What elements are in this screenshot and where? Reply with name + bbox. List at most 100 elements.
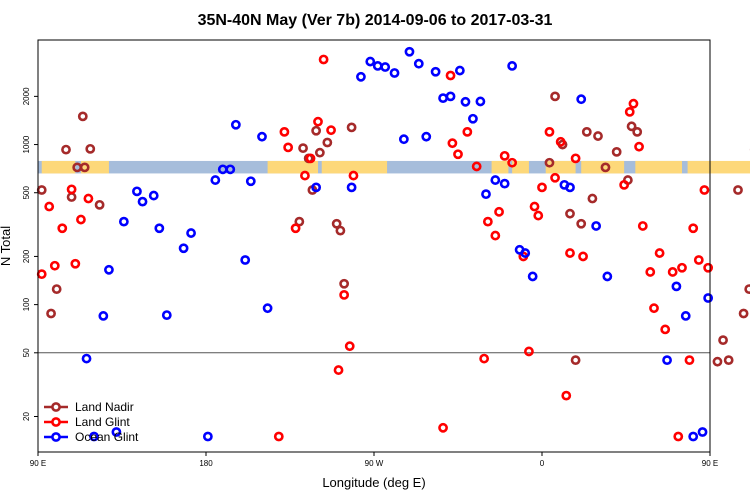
data-point [677,262,687,273]
land-band-segment [491,160,509,174]
data-point [49,260,60,271]
y-tick-label: 20 [22,411,31,420]
data-point [57,223,68,234]
data-point [703,293,714,303]
data-point [70,258,81,269]
data-point [462,126,473,137]
data-point [326,125,336,136]
data-point [699,185,710,195]
data-point [356,71,366,82]
land-band-segment [41,160,76,174]
data-point [311,182,322,193]
data-point [44,201,55,212]
land-band-segment [635,160,682,174]
coverage-band [38,160,750,174]
data-point [712,356,723,367]
data-point [290,223,301,234]
data-point [311,125,322,136]
data-point [565,182,575,193]
data-point [576,218,587,229]
x-axis-label: Longitude (deg E) [322,475,425,490]
data-point [570,355,581,366]
data-point [611,146,622,157]
data-point [460,96,471,107]
data-point [667,267,678,277]
data-point [587,193,598,204]
data-point [537,182,547,193]
data-point [305,153,316,164]
data-point [161,310,172,320]
y-axis-label: N Total [0,226,13,266]
data-point [240,255,251,265]
land-band-segment [321,160,388,174]
data-point [507,61,518,71]
data-point [445,91,456,102]
data-point [578,251,588,262]
land-band-segment [687,160,750,174]
data-point [77,111,88,122]
legend-label: Land Nadir [75,400,134,414]
legend-marker [51,402,61,412]
data-point [262,303,273,314]
data-point [673,431,684,442]
data-point [339,278,350,289]
data-point [430,66,441,77]
data-point [688,223,699,234]
data-point [490,230,501,241]
series-land-glint [36,54,714,442]
data-point [637,221,648,231]
data-point [245,176,256,187]
x-axis: 90 E 180 90 W 0 90 E [30,452,718,468]
data-point [279,126,290,137]
data-point [300,170,310,181]
legend-item: Ocean Glint [44,430,139,444]
chart-title: 35N-40N May (Ver 7b) 2014-09-06 to 2017-… [198,12,553,29]
data-point [273,431,284,442]
data-point [660,324,671,335]
data-point [693,255,704,265]
series-land-nadir [36,91,750,367]
data-point [628,98,639,109]
data-point [257,131,267,142]
data-point [132,186,142,197]
data-point [471,161,482,172]
data-point [333,365,344,375]
legend-item: Land Glint [44,415,130,429]
data-point [365,56,376,67]
data-point [313,116,323,127]
data-point [210,175,221,185]
data-point [738,308,749,319]
x-tick-label: 90 E [702,459,718,468]
legend-item: Land Nadir [44,400,134,414]
data-point [684,355,695,366]
data-point [527,271,538,282]
data-point [94,199,105,210]
data-point [225,164,236,175]
y-tick-label: 100 [22,297,31,311]
data-point [438,422,448,433]
data-point [104,264,114,275]
data-point [475,96,486,107]
data-point [550,91,560,102]
data-point [98,311,109,321]
data-point [524,346,534,357]
data-point [76,214,86,225]
data-point [36,185,47,195]
data-point [348,170,359,181]
data-point [479,353,490,364]
data-point [346,122,357,133]
data-point [632,126,643,137]
data-point [494,206,504,217]
data-point [111,427,122,437]
data-point [283,142,294,153]
data-point [453,149,463,160]
data-point [654,248,665,258]
data-point [61,144,71,155]
data-point [576,94,587,105]
data-point [718,335,728,346]
data-point [662,355,672,366]
data-point [744,284,750,295]
y-tick-label: 1000 [22,135,31,153]
data-point [66,184,77,195]
data-point [671,281,682,292]
